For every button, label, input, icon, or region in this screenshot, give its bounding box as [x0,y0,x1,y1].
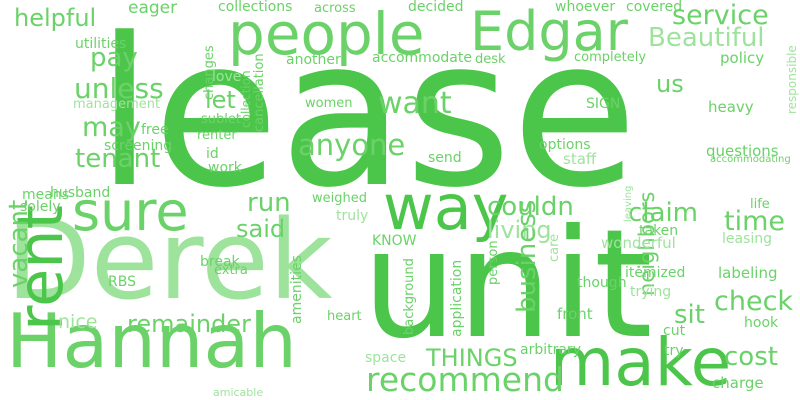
word-renter: renter [197,128,237,143]
word-women: women [305,96,353,111]
word-love: love [212,69,242,85]
word-accommodate: accommodate [372,50,472,66]
word-remainder: remainder [127,310,251,338]
word-pay: pay [90,43,138,73]
word-heavy: heavy [708,98,754,116]
word-truly: truly [336,208,369,224]
word-beautiful: Beautiful [648,23,765,53]
word-cut: cut [663,323,686,339]
word-means: means [22,187,69,203]
word-cost: cost [724,342,778,372]
word-utilities: utilities [75,36,127,52]
word-may: may [82,112,141,143]
word-leasing: leasing [722,231,773,247]
word-anyone: anyone [298,128,406,162]
word-tenant: tenant [75,144,161,174]
word-try: try [664,343,684,359]
word-application: application [449,259,465,337]
word-itemized: itemized [625,265,686,281]
word-us: us [656,70,684,98]
word-business: business [512,199,542,313]
word-sure: sure [72,180,189,243]
word-heart: heart [327,309,362,324]
word-amicable: amicable [213,386,264,399]
word-work: work [208,160,242,176]
word-living: living [487,216,552,244]
word-front: front [557,305,593,323]
word-across: across [314,1,356,16]
word-things: THINGS [426,344,518,372]
word-trying: trying [630,284,672,300]
word-break: break [200,254,240,270]
word-hook: hook [744,315,779,331]
word-responsible: responsible [785,45,799,114]
word-hannah: Hannah [6,297,297,385]
word-lease: lease [96,0,638,233]
word-know: KNOW [372,233,417,249]
word-free: free [141,122,169,138]
word-background: background [402,258,417,335]
word-covered: covered [626,0,683,15]
word-want: want [378,86,452,121]
word-check: check [714,286,794,317]
word-extra: extra [214,263,248,278]
word-run: run [247,188,291,218]
word-time: time [724,206,786,237]
word-service: service [672,0,769,31]
word-helpful: helpful [14,4,97,32]
word-wonderful: wonderful [601,234,676,252]
word-amenities: amenities [289,255,305,324]
word-accommodating: accommodating [710,154,791,165]
word-labeling: labeling [718,264,778,282]
word-management: management [73,97,161,112]
word-sit: sit [674,300,705,330]
word-husband: husband [50,185,111,201]
word-options: options [539,137,591,153]
word-collections: collections [218,0,293,15]
word-derek: Derek [6,196,333,324]
word-desk: desk [475,52,506,67]
word-care: care [547,233,562,262]
word-decided: decided [408,0,464,15]
word-staff: staff [563,150,597,168]
word-rbs: RBS [108,274,136,290]
word-charge: charge [712,374,764,392]
word-let: let [205,86,236,114]
word-though: though [577,275,627,291]
word-person: person [486,240,501,285]
word-another: another [286,52,341,68]
word-whoever: whoever [555,0,616,15]
word-completely: completely [574,50,647,65]
word-send: send [428,150,462,166]
word-id: id [206,146,219,162]
word-screening: screening [104,138,173,154]
word-arbitrary: arbitrary [520,342,581,358]
word-said: said [236,215,286,243]
word-sublet: sublet [201,112,241,127]
word-taken: taken [639,223,679,239]
word-solely: solely [20,199,61,215]
word-sign: SIGN [586,96,621,112]
word-weighed: weighed [312,191,367,206]
word-people: people [228,0,425,68]
word-life: life [750,197,770,212]
word-leaving: leaving [623,185,634,222]
word-eager: eager [128,0,178,18]
word-cancellation: cancellation [252,53,267,132]
word-unit: unit [362,198,653,372]
word-questions: questions [706,142,779,160]
word-unless: unless [74,72,164,105]
word-way: way [383,171,509,244]
word-edgar: Edgar [470,0,628,63]
word-couldn: couldn [487,192,574,222]
word-make: make [550,324,732,400]
word-space: space [365,350,407,366]
word-policy: policy [720,49,765,67]
word-recommend: recommend [366,360,564,399]
word-collection: collection [239,70,253,128]
word-nice: nice [58,311,98,333]
word-claim: claim [628,198,699,228]
